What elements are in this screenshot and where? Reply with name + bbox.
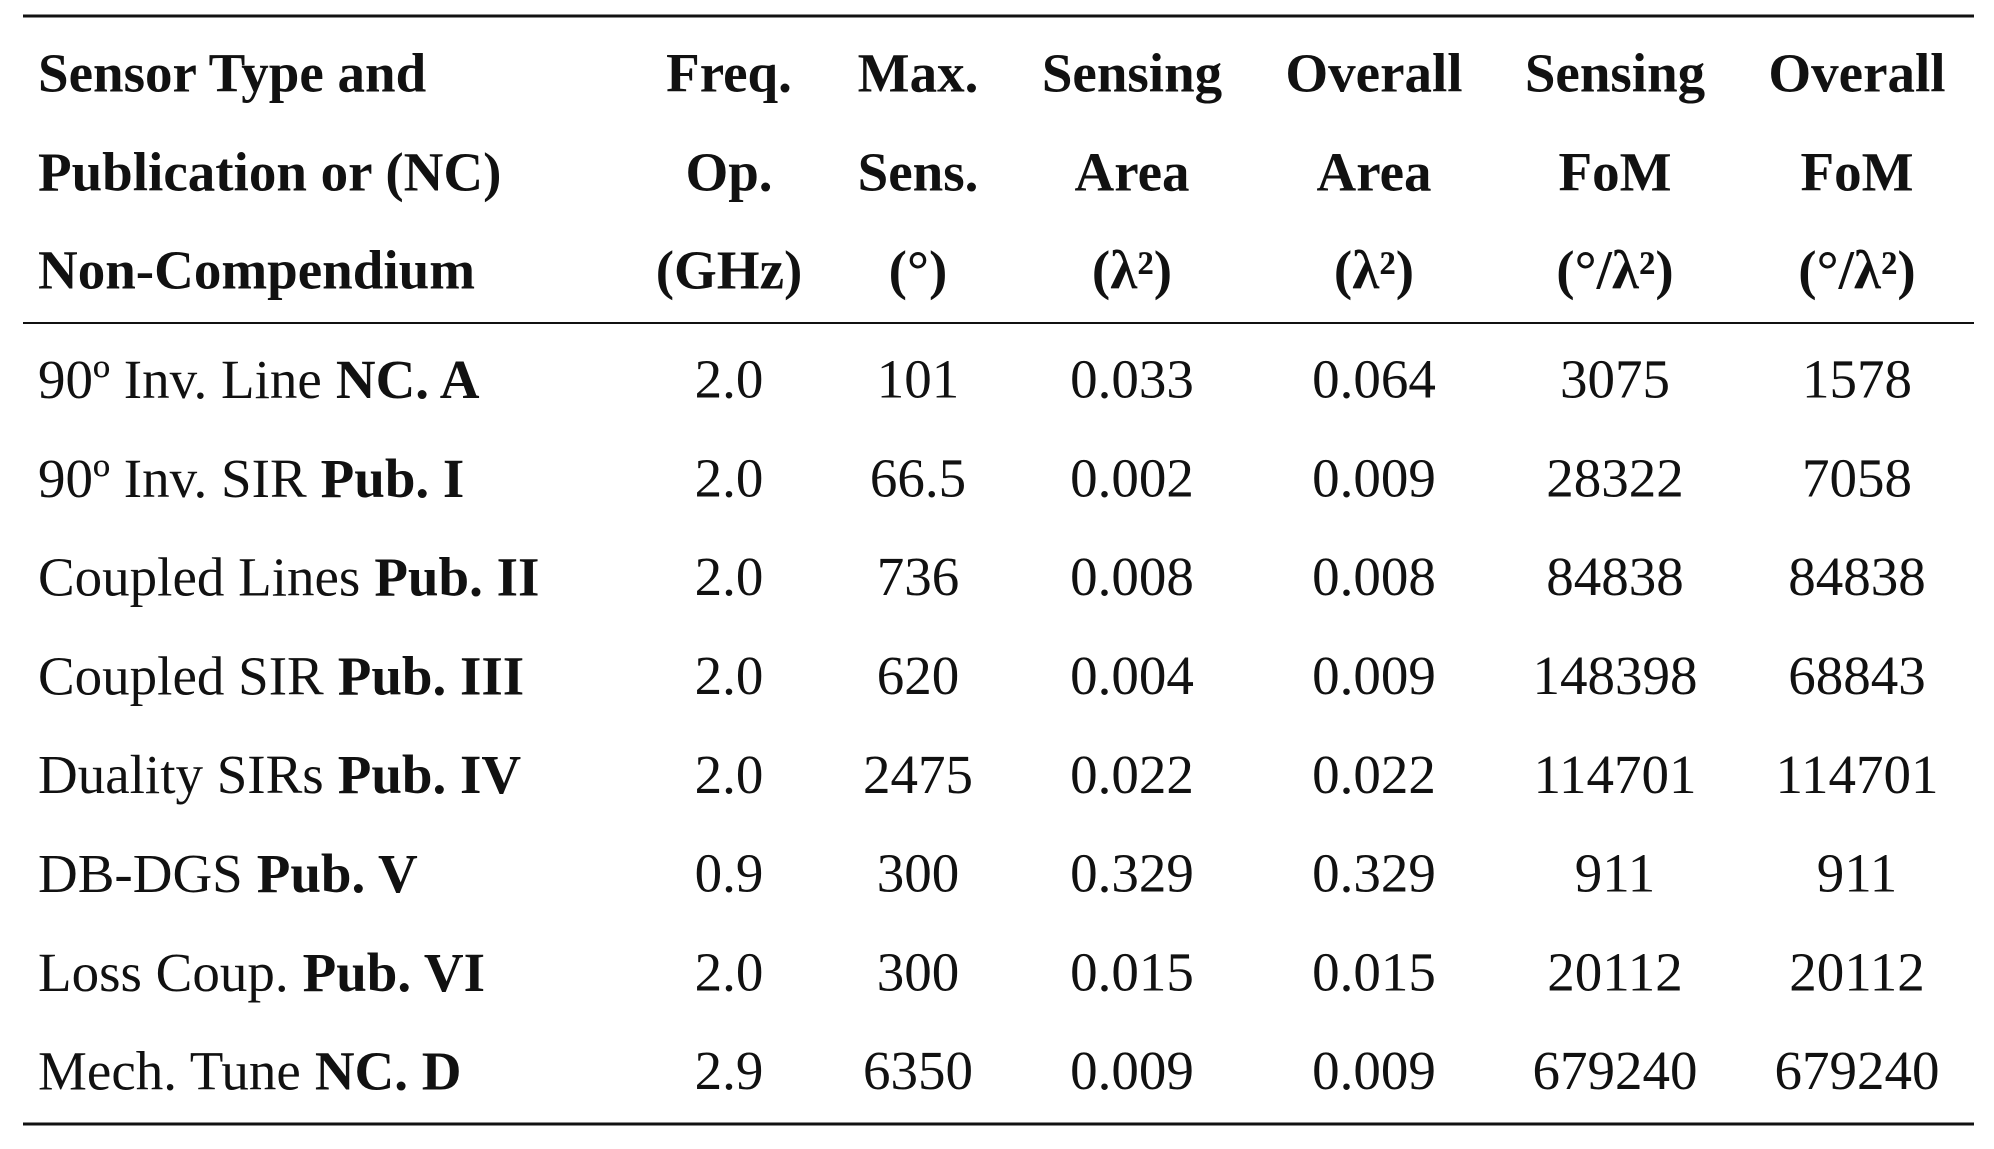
sensor-cell: 90º Inv. SIR Pub. I xyxy=(38,447,464,508)
header-cell: Sensor Type and xyxy=(38,43,426,104)
data-cell: 0.329 xyxy=(1312,843,1436,904)
sensor-name: 90º Inv. Line xyxy=(38,349,322,410)
data-cell: 28322 xyxy=(1546,447,1684,508)
header-cell: Non-Compendium xyxy=(38,240,475,301)
data-cell: 68843 xyxy=(1788,645,1926,706)
header-cell: Publication or (NC) xyxy=(38,142,501,203)
data-cell: 2475 xyxy=(863,744,973,805)
data-cell: 0.9 xyxy=(695,843,764,904)
data-cell: 1578 xyxy=(1802,349,1912,410)
header-cell: Overall xyxy=(1285,43,1462,104)
data-cell: 0.009 xyxy=(1312,1040,1436,1101)
data-cell: 6350 xyxy=(863,1040,973,1101)
data-cell: 2.0 xyxy=(695,349,764,410)
data-cell: 114701 xyxy=(1776,744,1939,805)
sensor-cell: DB-DGS Pub. V xyxy=(38,843,418,904)
publication-ref: Pub. V xyxy=(257,843,418,904)
header-cell: Sensing xyxy=(1525,43,1705,104)
data-cell: 0.015 xyxy=(1070,941,1194,1002)
sensor-name: Loss Coup. xyxy=(38,941,289,1002)
sensor-cell: Coupled SIR Pub. III xyxy=(38,645,524,706)
header-cell: (°/λ²) xyxy=(1798,240,1915,301)
data-cell: 0.009 xyxy=(1312,447,1436,508)
header-cell: FoM xyxy=(1800,142,1913,203)
sensor-name: Coupled SIR xyxy=(38,645,324,706)
data-cell: 0.002 xyxy=(1070,447,1194,508)
sensor-name: 90º Inv. SIR xyxy=(38,447,307,508)
header-cell: (λ²) xyxy=(1334,240,1414,301)
data-cell: 2.0 xyxy=(695,447,764,508)
sensor-cell: Mech. Tune NC. D xyxy=(38,1040,461,1101)
data-cell: 148398 xyxy=(1533,645,1698,706)
sensor-name: Duality SIRs xyxy=(38,744,324,805)
data-cell: 0.022 xyxy=(1070,744,1194,805)
publication-ref: NC. A xyxy=(336,349,480,410)
data-cell: 736 xyxy=(877,546,960,607)
sensor-cell: 90º Inv. Line NC. A xyxy=(38,349,480,410)
data-cell: 0.009 xyxy=(1070,1040,1194,1101)
data-cell: 20112 xyxy=(1547,941,1682,1002)
header-cell: Freq. xyxy=(666,43,792,104)
header-cell: FoM xyxy=(1558,142,1671,203)
data-cell: 0.064 xyxy=(1312,349,1436,410)
data-cell: 114701 xyxy=(1534,744,1697,805)
data-cell: 84838 xyxy=(1546,546,1684,607)
data-cell: 7058 xyxy=(1802,447,1912,508)
data-cell: 0.008 xyxy=(1312,546,1436,607)
header-cell: (°) xyxy=(889,240,948,301)
data-cell: 101 xyxy=(877,349,960,410)
data-cell: 3075 xyxy=(1560,349,1670,410)
header-cell: (λ²) xyxy=(1092,240,1172,301)
data-cell: 66.5 xyxy=(870,447,966,508)
header-cell: (GHz) xyxy=(656,240,803,301)
header-cell: Area xyxy=(1074,142,1189,203)
header-cell: Sensing xyxy=(1042,43,1222,104)
publication-ref: Pub. III xyxy=(338,645,524,706)
data-cell: 300 xyxy=(877,941,960,1002)
header-cell: Op. xyxy=(685,142,772,203)
data-cell: 2.0 xyxy=(695,744,764,805)
header-cell: Area xyxy=(1316,142,1431,203)
data-cell: 911 xyxy=(1817,843,1897,904)
data-cell: 300 xyxy=(877,843,960,904)
header-cell: Overall xyxy=(1768,43,1945,104)
data-cell: 20112 xyxy=(1789,941,1924,1002)
data-cell: 0.008 xyxy=(1070,546,1194,607)
publication-ref: NC. D xyxy=(315,1040,462,1101)
header-cell: Max. xyxy=(858,43,979,104)
sensor-name: Coupled Lines xyxy=(38,546,360,607)
data-cell: 679240 xyxy=(1775,1040,1940,1101)
sensor-name: Mech. Tune xyxy=(38,1040,301,1101)
publication-ref: Pub. VI xyxy=(303,941,485,1002)
data-cell: 0.329 xyxy=(1070,843,1194,904)
sensor-cell: Loss Coup. Pub. VI xyxy=(38,941,485,1002)
data-cell: 0.022 xyxy=(1312,744,1436,805)
data-cell: 0.015 xyxy=(1312,941,1436,1002)
publication-ref: Pub. I xyxy=(321,447,465,508)
sensor-cell: Coupled Lines Pub. II xyxy=(38,546,539,607)
data-cell: 0.004 xyxy=(1070,645,1194,706)
data-cell: 0.033 xyxy=(1070,349,1194,410)
publication-ref: Pub. IV xyxy=(338,744,522,805)
data-cell: 679240 xyxy=(1533,1040,1698,1101)
data-cell: 84838 xyxy=(1788,546,1926,607)
sensor-name: DB-DGS xyxy=(38,843,243,904)
sensor-cell: Duality SIRs Pub. IV xyxy=(38,744,521,805)
data-cell: 2.0 xyxy=(695,645,764,706)
data-cell: 2.0 xyxy=(695,546,764,607)
publication-ref: Pub. II xyxy=(374,546,539,607)
data-cell: 620 xyxy=(877,645,960,706)
header-cell: (°/λ²) xyxy=(1556,240,1673,301)
data-cell: 0.009 xyxy=(1312,645,1436,706)
header-cell: Sens. xyxy=(858,142,979,203)
data-cell: 2.0 xyxy=(695,941,764,1002)
data-cell: 911 xyxy=(1575,843,1655,904)
data-cell: 2.9 xyxy=(695,1040,764,1101)
